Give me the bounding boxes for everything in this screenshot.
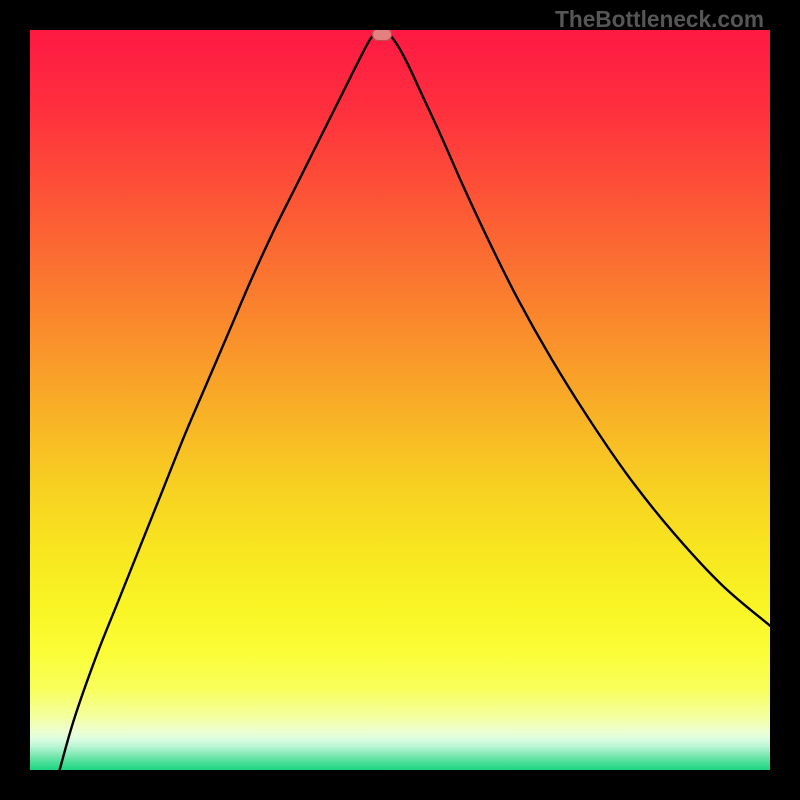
watermark-label: TheBottleneck.com [555, 6, 764, 33]
bottleneck-curve [30, 30, 770, 770]
optimal-point-marker [372, 30, 392, 41]
chart-plot-area [30, 30, 770, 770]
